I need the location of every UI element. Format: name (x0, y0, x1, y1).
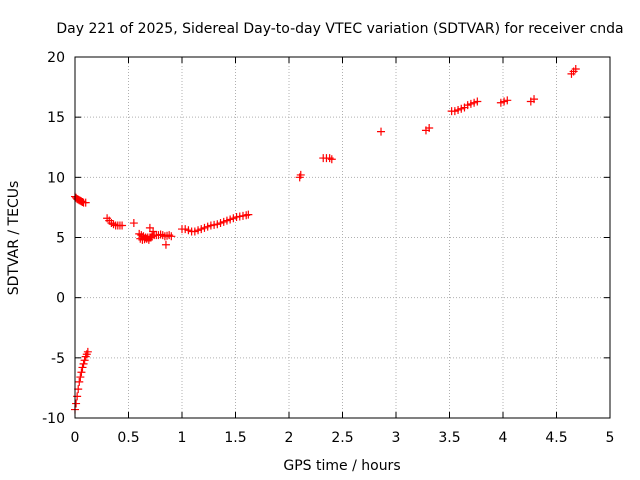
data-point (473, 97, 482, 106)
x-tick-label: 3.5 (438, 430, 460, 446)
x-axis-label: GPS time / hours (283, 458, 400, 474)
y-tick-label: 0 (56, 291, 65, 307)
data-point (74, 385, 83, 394)
data-point (118, 221, 127, 230)
y-tick-label: 5 (56, 231, 65, 247)
x-tick-label: 2.5 (331, 430, 353, 446)
x-tick-label: 3 (392, 430, 401, 446)
data-point (79, 359, 88, 368)
data-point (146, 233, 155, 242)
x-tick-label: 4 (499, 430, 508, 446)
x-tick-label: 1 (178, 430, 187, 446)
y-tick-label: 20 (47, 50, 65, 66)
data-point (73, 392, 82, 401)
data-point (80, 356, 89, 365)
data-point (163, 231, 172, 240)
data-point (77, 368, 86, 377)
x-tick-labels: 0 0.5 1 1.5 2 2.5 3 3.5 4 4.5 5 (71, 430, 615, 446)
y-tick-labels: -10 -5 0 5 10 15 20 (42, 50, 65, 427)
chart-title: Day 221 of 2025, Sidereal Day-to-day VTE… (56, 21, 623, 37)
x-tick-label: 0 (71, 430, 80, 446)
data-point (244, 210, 253, 219)
data-point (156, 230, 165, 239)
data-point (327, 155, 336, 164)
x-tick-label: 2 (285, 430, 294, 446)
data-point (129, 219, 138, 228)
data-point (571, 65, 580, 74)
data-point (167, 232, 176, 241)
axis-ticks (74, 56, 611, 419)
x-tick-label: 0.5 (117, 430, 139, 446)
data-point (425, 123, 434, 132)
x-tick-label: 4.5 (545, 430, 567, 446)
data-point (296, 170, 305, 179)
x-tick-label: 5 (606, 430, 615, 446)
data-point (78, 363, 87, 372)
x-tick-label: 1.5 (224, 430, 246, 446)
y-tick-label: -5 (51, 351, 65, 367)
data-point (75, 377, 84, 386)
data-point (72, 399, 81, 408)
y-tick-label: 15 (47, 110, 65, 126)
y-tick-label: 10 (47, 170, 65, 186)
data-point (377, 127, 386, 136)
data-point (503, 96, 512, 105)
grid (75, 57, 610, 418)
data-point (145, 223, 154, 232)
y-tick-label: -10 (42, 411, 65, 427)
data-point (81, 198, 90, 207)
data-point (161, 240, 170, 249)
data-point (83, 347, 92, 356)
data-point (109, 220, 118, 229)
data-point (530, 95, 539, 104)
y-axis-label: SDTVAR / TECUs (6, 181, 22, 296)
data-point (76, 373, 85, 382)
